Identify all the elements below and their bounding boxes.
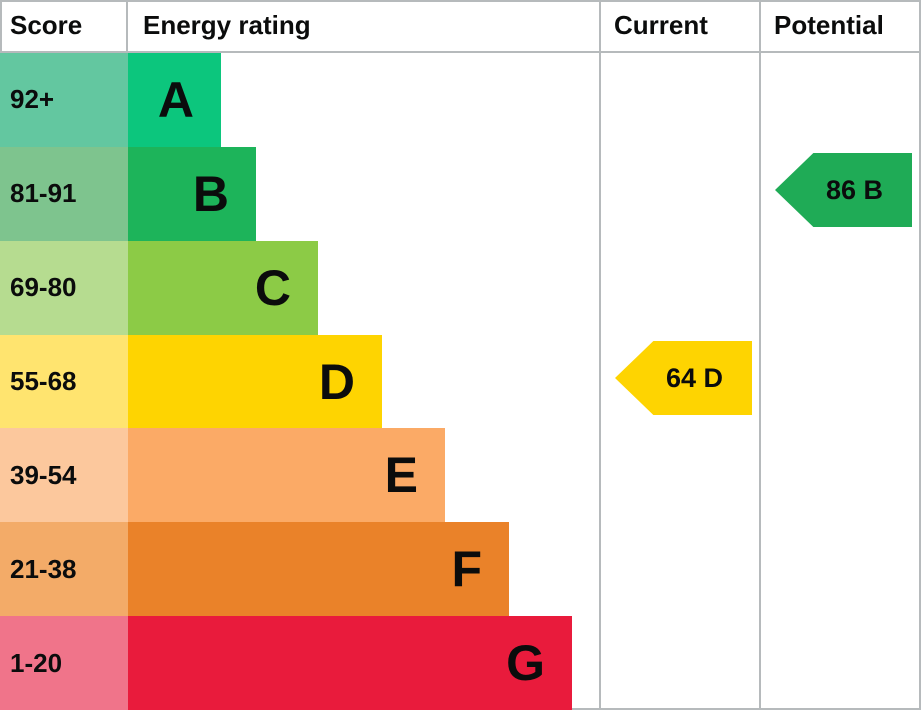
band-row-a: 92+ A <box>0 53 921 147</box>
band-row-c: 69-80 C <box>0 240 921 335</box>
rating-bar-d: D <box>128 334 382 429</box>
rating-bar-f: F <box>128 522 509 617</box>
score-range-cell: 92+ <box>0 53 128 147</box>
score-range-cell: 21-38 <box>0 522 128 617</box>
rating-bar-a: A <box>128 53 221 147</box>
chart-header: Score Energy rating Current Potential <box>0 0 921 53</box>
rating-bar-e: E <box>128 428 445 523</box>
rating-bands: 92+ A 81-91 B 69-80 C 55-68 D 39-54 E 21… <box>0 53 921 710</box>
band-row-f: 21-38 F <box>0 522 921 617</box>
column-divider-potential <box>759 0 761 710</box>
rating-bar-b: B <box>128 146 256 241</box>
band-row-e: 39-54 E <box>0 428 921 523</box>
score-range-cell: 81-91 <box>0 146 128 241</box>
rating-bar-c: C <box>128 240 318 335</box>
potential-column-header: Potential <box>774 10 884 40</box>
current-column-header: Current <box>614 10 708 40</box>
column-divider-current <box>599 0 601 710</box>
score-range-cell: 39-54 <box>0 428 128 523</box>
score-range-cell: 69-80 <box>0 240 128 335</box>
band-row-b: 81-91 B <box>0 146 921 241</box>
energy-rating-column-header: Energy rating <box>143 10 311 40</box>
rating-bar-g: G <box>128 616 572 710</box>
band-row-g: 1-20 G <box>0 616 921 710</box>
band-row-d: 55-68 D <box>0 334 921 429</box>
score-range-cell: 55-68 <box>0 334 128 429</box>
score-range-cell: 1-20 <box>0 616 128 710</box>
score-column-header: Score <box>0 0 128 51</box>
